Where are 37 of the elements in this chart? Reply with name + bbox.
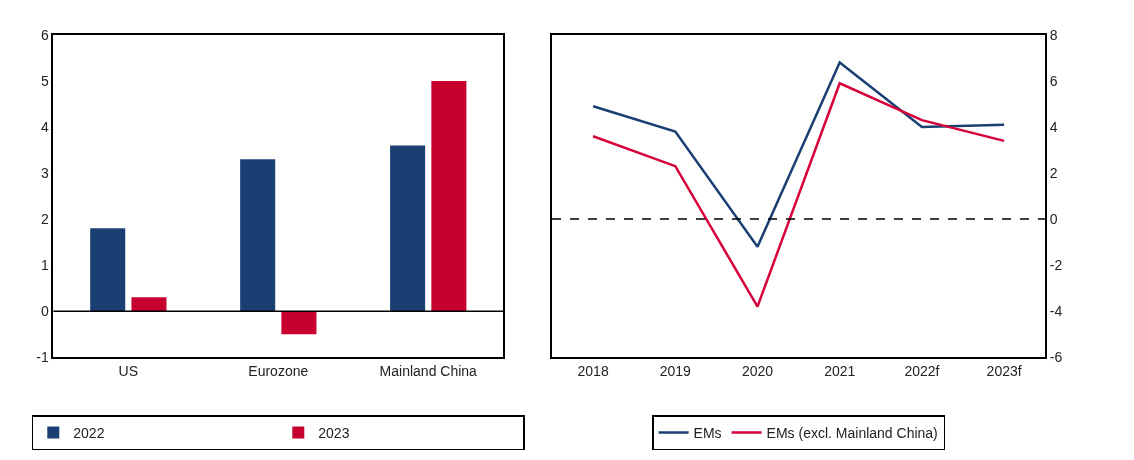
bar — [281, 311, 317, 335]
y-tick-label: 3 — [41, 164, 50, 181]
x-tick-label: US — [118, 362, 139, 379]
y-tick-label: 1 — [41, 257, 50, 274]
y-tick-label: 6 — [41, 26, 50, 43]
y-tick-label: 5 — [41, 72, 50, 89]
y-tick-label: 0 — [1049, 211, 1058, 227]
legend-label: 2022 — [73, 425, 105, 442]
x-tick-label: 2021 — [824, 362, 856, 379]
legend-label: EMs — [693, 425, 722, 442]
y-tick-label: 6 — [1049, 72, 1058, 89]
bar — [90, 228, 126, 312]
y-tick-label: -1 — [36, 349, 50, 366]
y-tick-label: 2 — [41, 211, 50, 227]
y-tick-label: -6 — [1049, 349, 1063, 366]
y-tick-label: -2 — [1049, 257, 1063, 274]
legend-label: 2023 — [318, 425, 350, 442]
line-series — [591, 82, 1006, 308]
legend-label: EMs (excl. Mainland China) — [766, 425, 938, 442]
line-series — [591, 61, 1006, 248]
y-tick-label: 0 — [41, 303, 50, 320]
x-tick-label: 2023f — [986, 362, 1022, 379]
x-tick-label: Eurozone — [248, 362, 309, 379]
x-tick-label: 2020 — [741, 362, 774, 379]
y-tick-label: 4 — [41, 118, 50, 135]
bar — [131, 297, 167, 312]
y-tick-label: -4 — [1049, 303, 1063, 320]
x-tick-label: Mainland China — [379, 362, 478, 379]
bar — [431, 80, 467, 312]
bar — [240, 159, 276, 312]
x-tick-label: 2022f — [904, 362, 940, 379]
y-tick-label: 2 — [1049, 164, 1058, 181]
x-tick-label: 2019 — [659, 362, 692, 379]
bar — [390, 145, 426, 312]
y-tick-label: 4 — [1049, 118, 1058, 135]
x-tick-label: 2018 — [577, 362, 609, 379]
y-tick-label: 8 — [1049, 26, 1058, 43]
